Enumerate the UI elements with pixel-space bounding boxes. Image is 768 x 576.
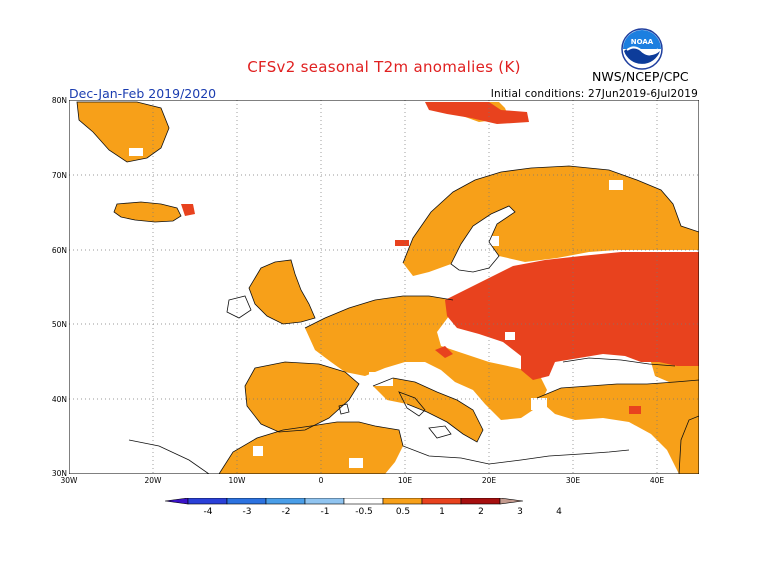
colorbar-label: 2 bbox=[478, 507, 484, 517]
colorbar-svg bbox=[164, 497, 524, 505]
graticule bbox=[69, 100, 699, 474]
lon-label-10e: 10E bbox=[397, 476, 413, 485]
lat-label-80n: 80N bbox=[51, 96, 67, 105]
colorbar-label: -2 bbox=[281, 507, 291, 517]
colorbar-swatch bbox=[226, 497, 267, 505]
lat-label-50n: 50N bbox=[51, 320, 67, 329]
colorbar-swatch bbox=[343, 497, 384, 505]
lon-label-40e: 40E bbox=[649, 476, 665, 485]
colorbar-label: 0.5 bbox=[395, 507, 411, 517]
lat-label-60n: 60N bbox=[51, 246, 67, 255]
anomaly-map bbox=[68, 99, 700, 475]
white-gaps bbox=[129, 148, 623, 468]
colorbar bbox=[164, 497, 603, 511]
colorbar-swatch bbox=[265, 497, 306, 505]
lat-label-40n: 40N bbox=[51, 395, 67, 404]
colorbar-label: -3 bbox=[242, 507, 252, 517]
lon-label-0: 0 bbox=[318, 476, 324, 485]
map-title-text: CFSv2 seasonal T2m anomalies (K) bbox=[247, 58, 521, 76]
colorbar-swatch bbox=[421, 497, 462, 505]
agency-label: NWS/NCEP/CPC bbox=[592, 69, 689, 84]
forecast-period: Dec-Jan-Feb 2019/2020 bbox=[69, 86, 217, 101]
colorbar-label: 3 bbox=[517, 507, 523, 517]
lat-label-30n: 30N bbox=[51, 469, 67, 478]
lat-label-70n: 70N bbox=[51, 171, 67, 180]
colorbar-label: -4 bbox=[203, 507, 213, 517]
colorbar-swatch bbox=[304, 497, 345, 505]
lon-label-10w: 10W bbox=[228, 476, 246, 485]
initial-conditions: Initial conditions: 27Jun2019-6Jul2019 bbox=[490, 88, 698, 100]
colorbar-label: 1 bbox=[439, 507, 445, 517]
lon-label-30w: 30W bbox=[60, 476, 78, 485]
colorbar-label: 4 bbox=[556, 507, 562, 517]
lon-label-30e: 30E bbox=[565, 476, 581, 485]
noaa-logo: NOAA bbox=[621, 28, 663, 70]
logo-text: NOAA bbox=[631, 38, 654, 46]
lon-label-20e: 20E bbox=[481, 476, 497, 485]
colorbar-label: -1 bbox=[320, 507, 330, 517]
map-title: CFSv2 seasonal T2m anomalies (K) bbox=[0, 58, 768, 76]
lon-label-20w: 20W bbox=[144, 476, 162, 485]
coastlines bbox=[76, 101, 700, 475]
colorbar-arrow-high bbox=[499, 497, 524, 505]
colorbar-label: -0.5 bbox=[355, 507, 373, 517]
map-svg bbox=[68, 99, 700, 475]
colorbar-swatch bbox=[460, 497, 501, 505]
colorbar-swatch bbox=[187, 497, 228, 505]
colorbar-swatch bbox=[382, 497, 423, 505]
colorbar-arrow-low bbox=[164, 497, 189, 505]
